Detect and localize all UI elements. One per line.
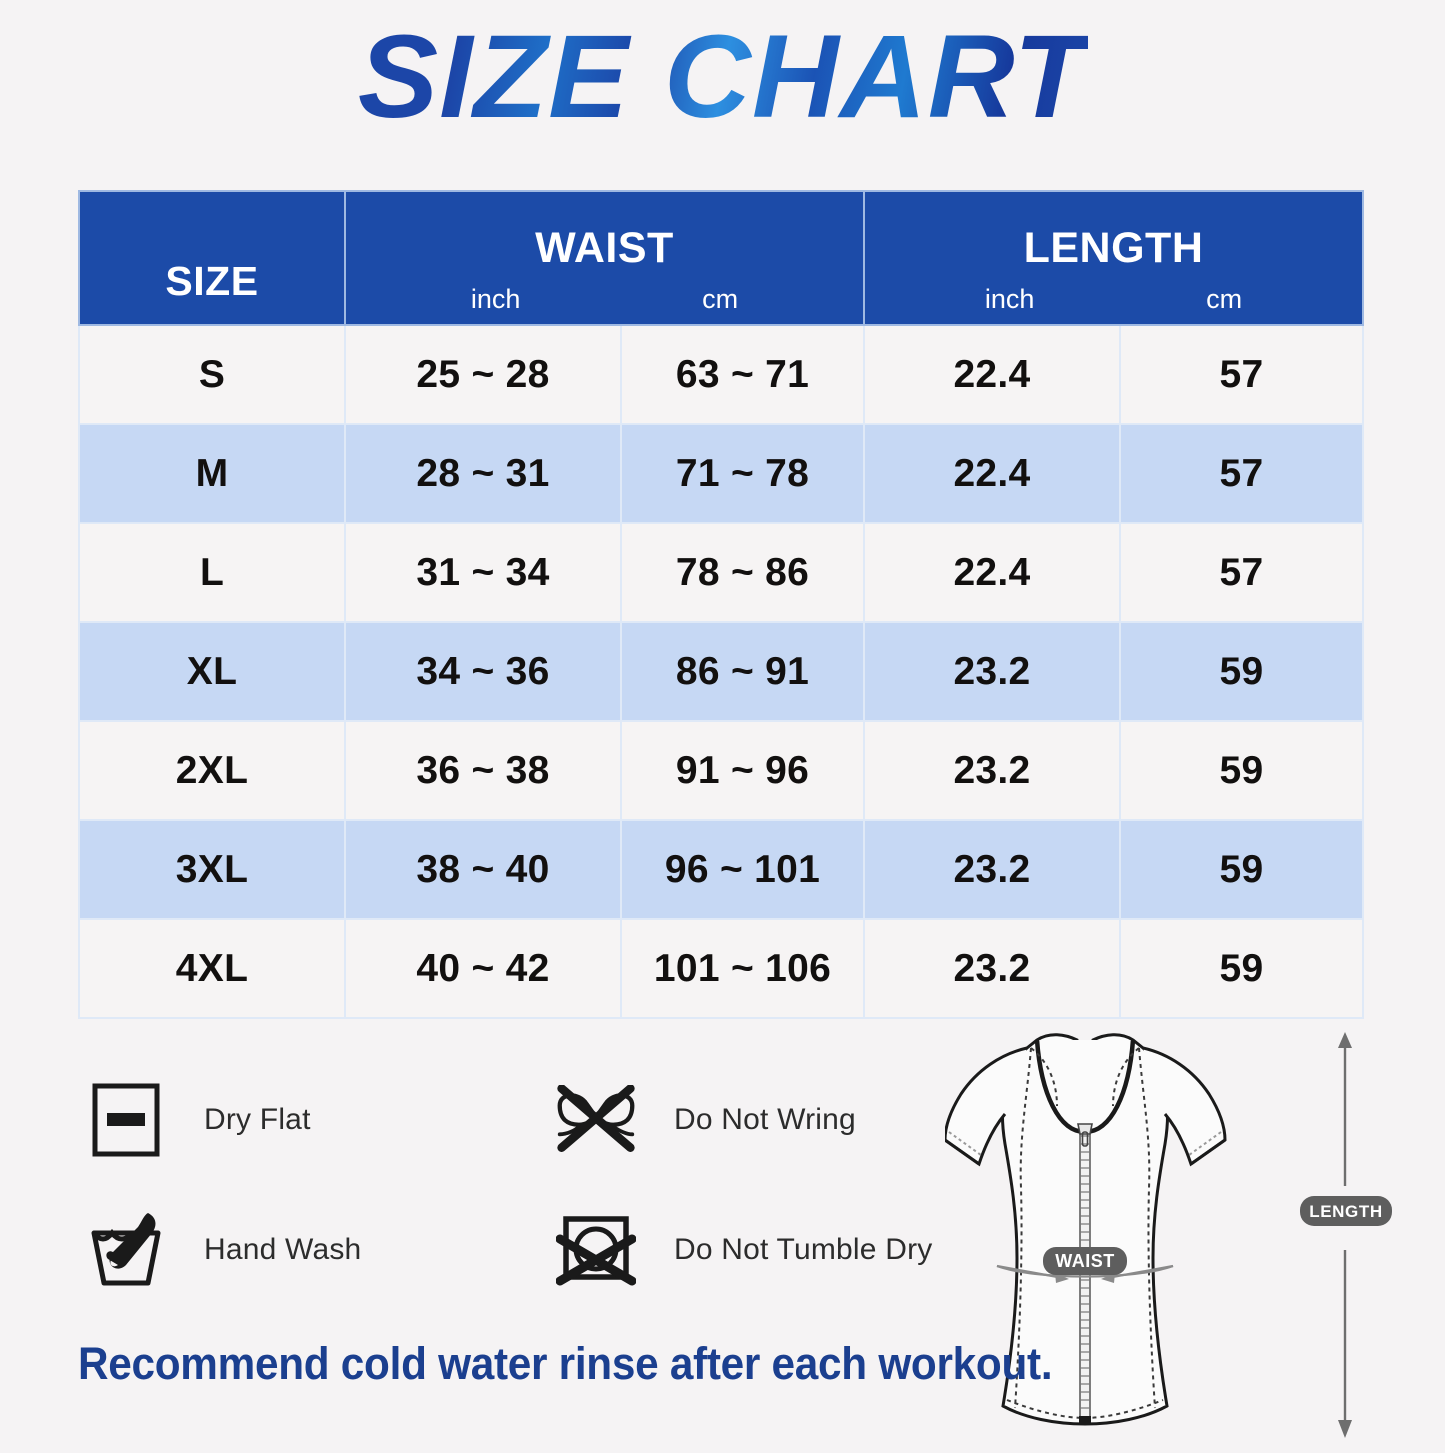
header-size-label: SIZE — [165, 257, 259, 304]
cell-length-cm: 59 — [1119, 720, 1364, 821]
cell-size: S — [78, 324, 346, 425]
cell-waist-cm: 96 ~ 101 — [620, 819, 865, 920]
header-size: SIZE — [78, 190, 346, 326]
size-chart-table: SIZE WAIST inch cm LENGTH inch cm S 25 ~ … — [78, 190, 1364, 1019]
footer-note: Recommend cold water rinse after each wo… — [78, 1338, 1053, 1389]
header-waist-label: WAIST — [535, 224, 674, 272]
cell-length-cm: 57 — [1119, 324, 1364, 425]
cell-waist-cm: 101 ~ 106 — [620, 918, 865, 1019]
cell-length-inch: 23.2 — [863, 720, 1121, 821]
care-instructions: Dry Flat Do Not Wring — [84, 1055, 964, 1315]
cell-length-cm: 59 — [1119, 918, 1364, 1019]
header-length-unit-cm: cm — [1206, 284, 1243, 314]
cell-length-inch: 23.2 — [863, 819, 1121, 920]
cell-length-cm: 59 — [1119, 819, 1364, 920]
cell-size: 3XL — [78, 819, 346, 920]
cell-length-inch: 22.4 — [863, 522, 1121, 623]
cell-waist-inch: 38 ~ 40 — [344, 819, 622, 920]
care-row-1: Dry Flat Do Not Wring — [84, 1055, 964, 1185]
cell-waist-inch: 31 ~ 34 — [344, 522, 622, 623]
header-waist-unit-cm: cm — [702, 284, 739, 314]
cell-length-inch: 22.4 — [863, 423, 1121, 524]
cell-waist-cm: 71 ~ 78 — [620, 423, 865, 524]
cell-length-inch: 22.4 — [863, 324, 1121, 425]
dry-flat-icon — [84, 1078, 168, 1162]
header-length-label: LENGTH — [1023, 224, 1204, 272]
header-waist-unit-inch: inch — [470, 284, 521, 314]
care-label-do-not-wring: Do Not Wring — [674, 1103, 856, 1136]
do-not-tumble-dry-icon — [554, 1208, 638, 1292]
header-waist: WAIST inch cm — [344, 190, 865, 326]
table-row: S 25 ~ 28 63 ~ 71 22.4 57 — [78, 324, 1364, 425]
do-not-wring-icon — [554, 1078, 638, 1162]
cell-size: 4XL — [78, 918, 346, 1019]
table-row: 4XL 40 ~ 42 101 ~ 106 23.2 59 — [78, 918, 1364, 1019]
cell-waist-cm: 91 ~ 96 — [620, 720, 865, 821]
cell-length-inch: 23.2 — [863, 918, 1121, 1019]
care-item-do-not-tumble-dry: Do Not Tumble Dry — [554, 1208, 944, 1292]
care-label-dry-flat: Dry Flat — [204, 1103, 311, 1136]
care-label-do-not-tumble-dry: Do Not Tumble Dry — [674, 1233, 933, 1266]
cell-size: M — [78, 423, 346, 524]
care-item-do-not-wring: Do Not Wring — [554, 1078, 944, 1162]
cell-length-cm: 57 — [1119, 522, 1364, 623]
care-row-2: Hand Wash Do Not Tumble Dry — [84, 1185, 964, 1315]
care-label-hand-wash: Hand Wash — [204, 1233, 362, 1266]
table-row: M 28 ~ 31 71 ~ 78 22.4 57 — [78, 423, 1364, 524]
title-area: SIZE CHART — [0, 0, 1445, 160]
cell-waist-cm: 86 ~ 91 — [620, 621, 865, 722]
cell-waist-inch: 40 ~ 42 — [344, 918, 622, 1019]
cell-waist-inch: 25 ~ 28 — [344, 324, 622, 425]
header-length-unit-inch: inch — [984, 284, 1035, 314]
table-row: L 31 ~ 34 78 ~ 86 22.4 57 — [78, 522, 1364, 623]
cell-waist-cm: 78 ~ 86 — [620, 522, 865, 623]
page-title: SIZE CHART — [357, 11, 1088, 143]
table-header: SIZE WAIST inch cm LENGTH inch cm — [78, 190, 1364, 326]
waist-badge-label: WAIST — [1055, 1251, 1115, 1271]
table-row: 3XL 38 ~ 40 96 ~ 101 23.2 59 — [78, 819, 1364, 920]
cell-length-cm: 59 — [1119, 621, 1364, 722]
hand-wash-icon — [84, 1208, 168, 1292]
garment-diagram: WAIST LENGTH — [943, 1028, 1445, 1448]
header-length: LENGTH inch cm — [863, 190, 1364, 326]
table-row: XL 34 ~ 36 86 ~ 91 23.2 59 — [78, 621, 1364, 722]
care-item-hand-wash: Hand Wash — [84, 1208, 474, 1292]
cell-waist-inch: 36 ~ 38 — [344, 720, 622, 821]
table-body: S 25 ~ 28 63 ~ 71 22.4 57 M 28 ~ 31 71 ~ 78 22.4… — [78, 324, 1364, 1019]
care-item-dry-flat: Dry Flat — [84, 1078, 474, 1162]
cell-length-cm: 57 — [1119, 423, 1364, 524]
cell-waist-inch: 28 ~ 31 — [344, 423, 622, 524]
cell-size: 2XL — [78, 720, 346, 821]
cell-size: XL — [78, 621, 346, 722]
cell-size: L — [78, 522, 346, 623]
cell-length-inch: 23.2 — [863, 621, 1121, 722]
table-row: 2XL 36 ~ 38 91 ~ 96 23.2 59 — [78, 720, 1364, 821]
cell-waist-cm: 63 ~ 71 — [620, 324, 865, 425]
cell-waist-inch: 34 ~ 36 — [344, 621, 622, 722]
length-badge-label: LENGTH — [1309, 1202, 1382, 1221]
